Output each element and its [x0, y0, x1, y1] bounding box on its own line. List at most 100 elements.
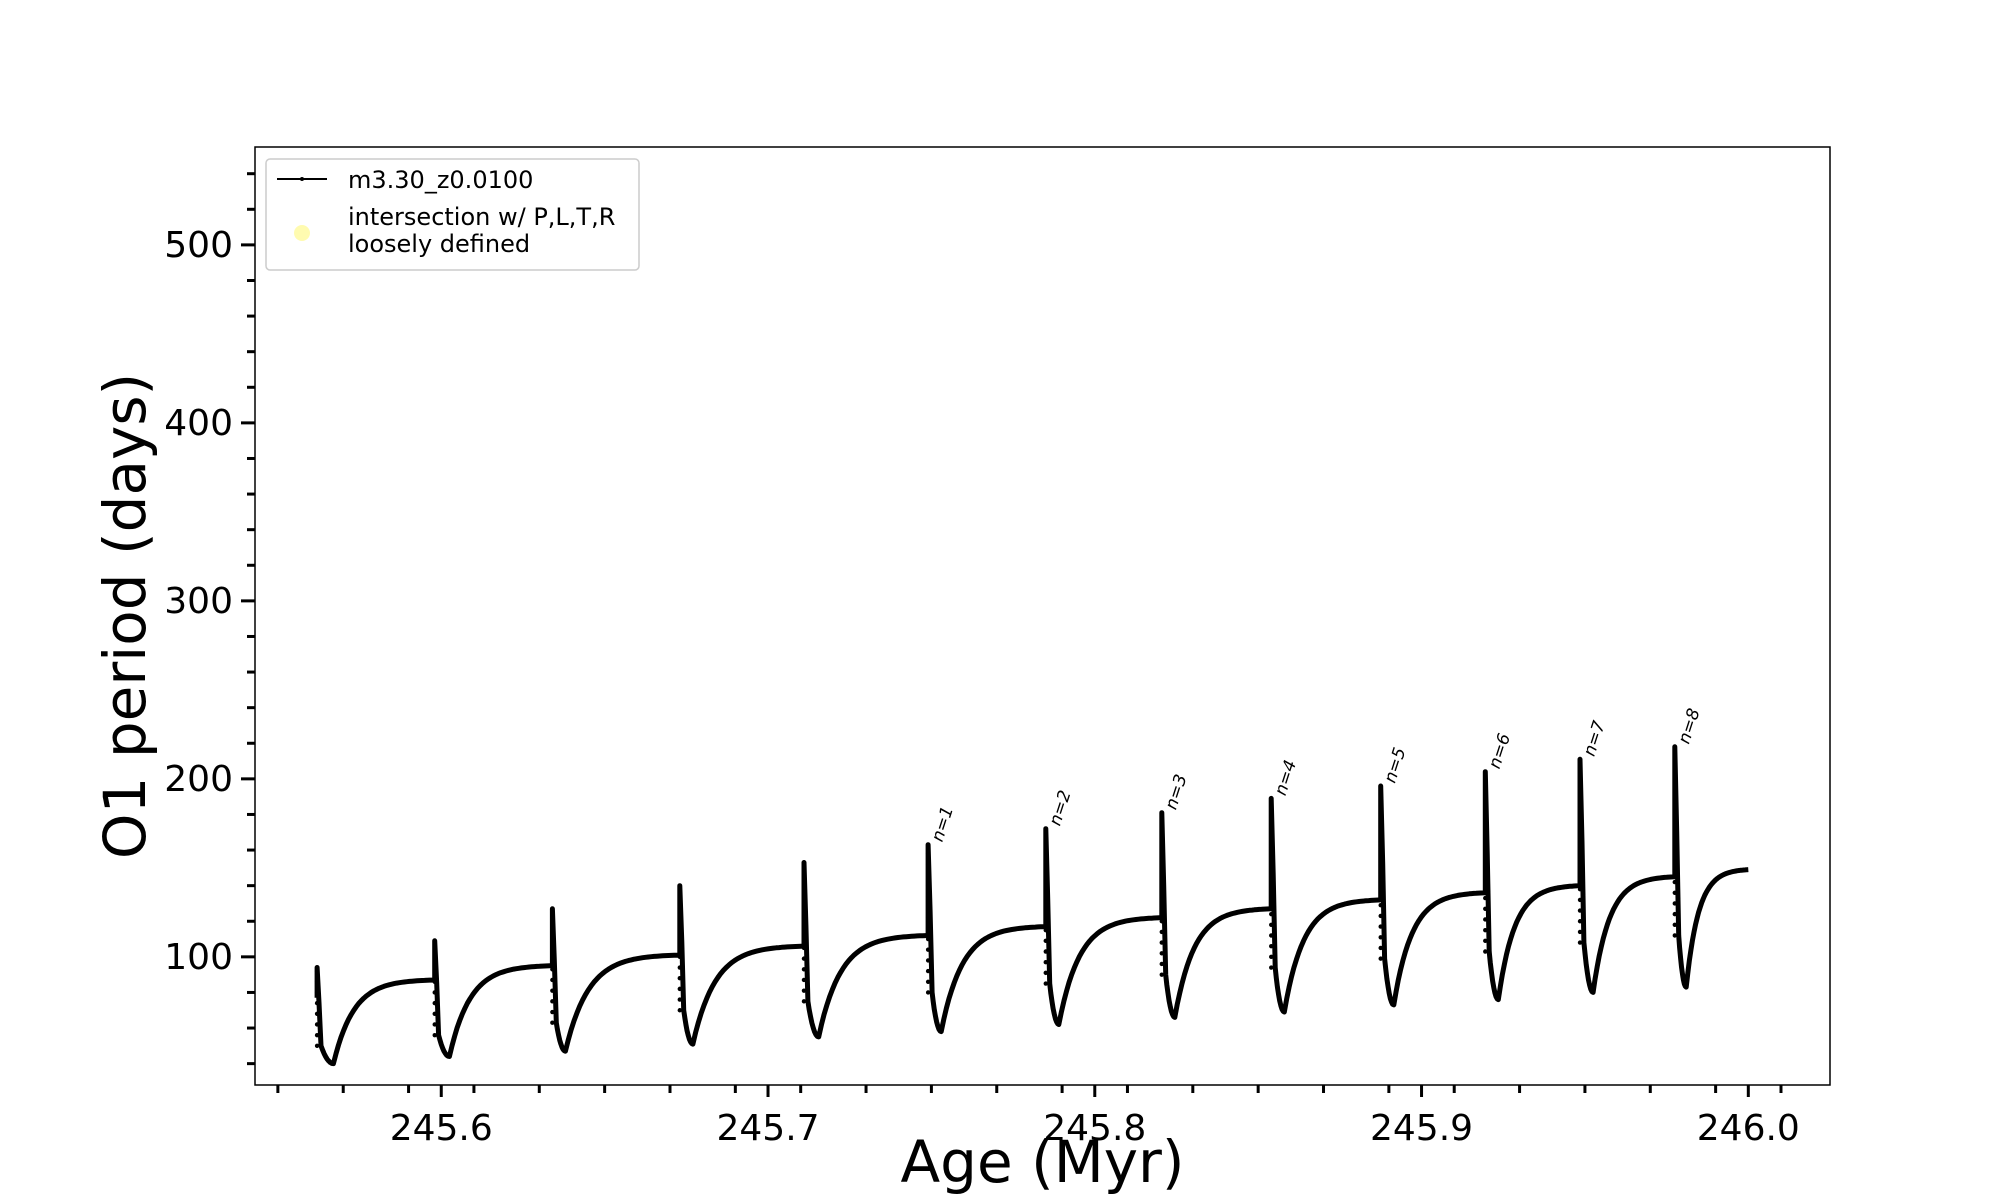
series-point — [432, 947, 437, 952]
series-point — [1672, 911, 1677, 917]
series-point — [1269, 879, 1274, 885]
series-point — [1483, 853, 1488, 858]
series-point — [801, 924, 807, 929]
series-point — [1577, 919, 1583, 924]
series-point — [1159, 908, 1164, 913]
series-point — [1043, 842, 1048, 847]
series-point — [1269, 890, 1274, 895]
series-point — [550, 1009, 555, 1015]
series-point — [925, 915, 931, 920]
series-point — [314, 990, 320, 995]
series-point — [1672, 901, 1677, 906]
series-point — [1159, 961, 1164, 967]
pulse-annotation: n=8 — [1675, 706, 1705, 746]
series-point — [314, 1011, 320, 1017]
series-point — [1672, 922, 1677, 928]
series-point — [1483, 799, 1488, 805]
series-point — [1269, 869, 1274, 874]
series-point — [432, 1022, 437, 1027]
series-point — [1483, 874, 1488, 879]
series-point — [1378, 913, 1383, 919]
series-point — [1159, 887, 1164, 892]
series-point — [1159, 865, 1164, 871]
y-tick-label: 100 — [164, 937, 233, 978]
series-point — [1378, 828, 1383, 833]
series-point — [550, 913, 555, 919]
series-point — [1043, 917, 1048, 922]
series-point — [925, 883, 931, 888]
series-point — [801, 988, 807, 993]
series-point — [677, 911, 682, 917]
series-point — [1043, 959, 1048, 965]
series-point — [1043, 863, 1048, 869]
series-point — [1378, 817, 1383, 822]
series-point — [1483, 778, 1488, 783]
series-point — [801, 945, 807, 951]
x-tick-label: 245.8 — [1043, 1108, 1146, 1149]
series-point — [550, 988, 555, 993]
series-point — [801, 935, 807, 940]
series-point — [550, 999, 555, 1004]
series-point — [1672, 847, 1677, 853]
series-point — [1672, 826, 1677, 831]
series-point — [1577, 887, 1583, 892]
pulse-annotation: n=1 — [928, 804, 958, 844]
series-point — [1378, 903, 1383, 908]
series-point — [925, 947, 931, 952]
x-tick-label: 245.6 — [390, 1108, 493, 1149]
series-point — [1577, 865, 1583, 871]
series-point — [1159, 897, 1164, 903]
series-point — [432, 1011, 437, 1017]
series-point — [677, 965, 682, 970]
series-point — [1378, 892, 1383, 897]
series-point — [925, 979, 931, 984]
series-point — [925, 958, 931, 963]
series-point — [677, 986, 682, 992]
series-point — [1577, 897, 1583, 903]
x-axis: 245.6 245.7 245.8 245.9 246.0 — [276, 1085, 1800, 1149]
y-tick-label: 300 — [164, 581, 233, 622]
series-point — [1577, 908, 1583, 913]
x-tick-label: 245.9 — [1370, 1108, 1473, 1149]
series-point — [1043, 906, 1048, 911]
series-point — [677, 943, 682, 949]
series-point — [801, 956, 807, 961]
series-point — [1378, 806, 1383, 812]
series-point — [1159, 940, 1164, 945]
series-point — [1159, 972, 1164, 977]
legend-label-intersection: intersection w/ P,L,T,R — [348, 203, 615, 231]
legend-dot-marker — [300, 177, 304, 181]
series-point — [1483, 895, 1488, 901]
series-point — [314, 1043, 320, 1049]
series-point — [1159, 812, 1164, 817]
series-point — [432, 979, 437, 984]
series-point — [1378, 881, 1383, 887]
series-point — [1043, 938, 1048, 944]
series-point — [1672, 762, 1677, 767]
x-tick-label: 246.0 — [1697, 1108, 1800, 1149]
series-point — [1159, 844, 1164, 849]
plot-area — [254, 146, 1831, 1086]
series-point — [1269, 922, 1274, 928]
series-point — [677, 954, 682, 960]
series-point — [550, 945, 555, 951]
series-point — [1269, 933, 1274, 938]
series-point — [314, 1000, 320, 1006]
series-point — [1672, 869, 1677, 874]
series-point — [1378, 860, 1383, 865]
series-point — [550, 935, 555, 940]
series-point — [432, 958, 437, 963]
series-point — [1672, 751, 1677, 757]
series-point — [1159, 919, 1164, 924]
series-point — [1672, 783, 1677, 789]
legend-circle-marker — [294, 225, 310, 241]
series-point — [1378, 796, 1383, 801]
series-point — [1043, 970, 1048, 976]
series-point — [1378, 945, 1383, 951]
series-point — [1672, 933, 1677, 938]
series-point — [677, 901, 682, 906]
series-point — [1483, 949, 1488, 954]
series-point — [1043, 949, 1048, 954]
series-point — [1159, 951, 1164, 956]
